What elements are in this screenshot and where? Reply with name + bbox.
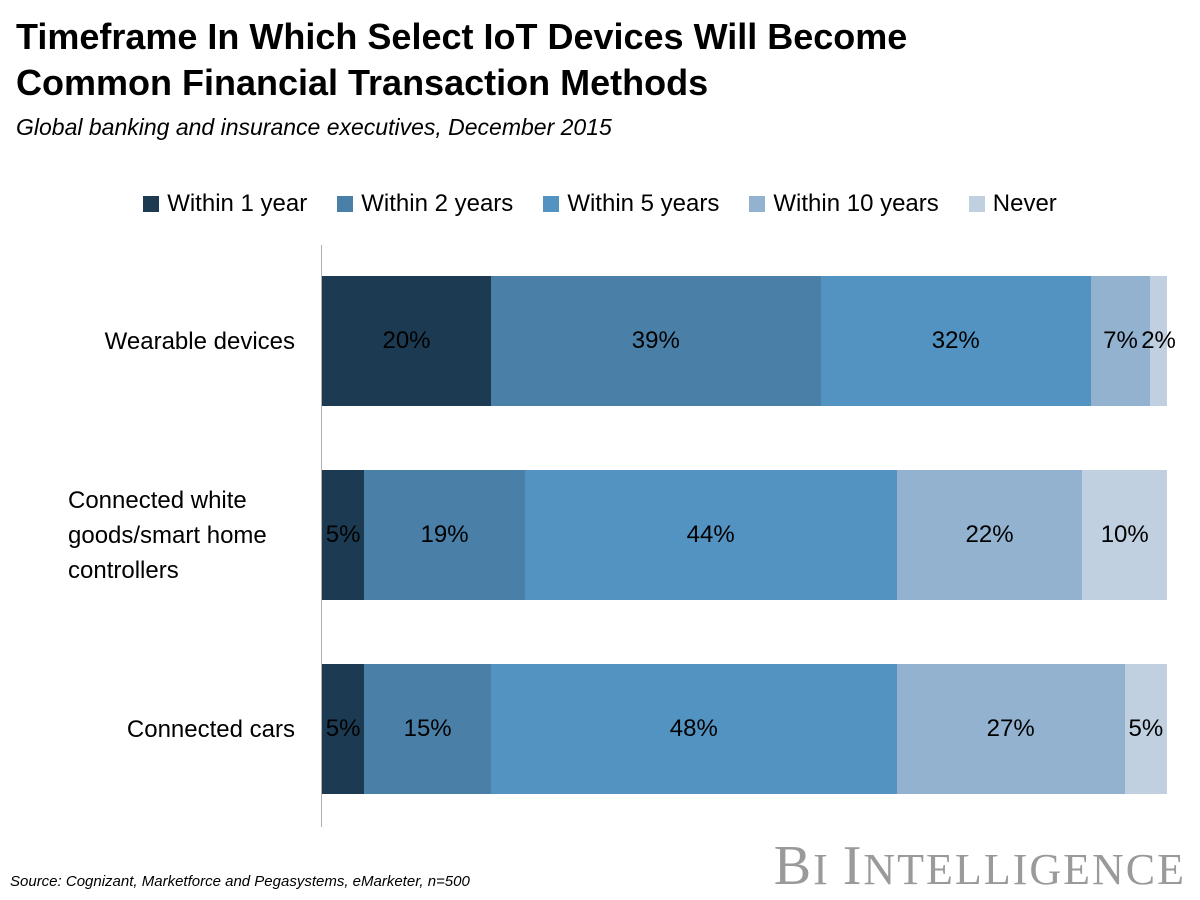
data-label: 2% [1141,327,1176,354]
data-label: 5% [325,715,361,742]
data-label: 5% [325,521,361,548]
data-label: 44% [686,521,735,548]
bar-segment: 5% [322,470,365,600]
legend-item: Within 2 years [337,190,513,218]
bar-segment: 7% [1090,276,1151,406]
legend-swatch [143,196,160,212]
data-label: 48% [669,715,718,742]
bar-segment: 44% [524,470,897,600]
legend-item: Within 5 years [543,190,719,218]
bar-segment: 10% [1082,470,1167,600]
category-axis-line [321,245,322,827]
bar-segment: 32% [820,276,1091,406]
source-note: Source: Cognizant, Marketforce and Pegas… [10,873,470,890]
legend-label: Within 5 years [567,190,720,217]
chart-title: Timeframe In Which Select IoT Devices Wi… [16,16,908,103]
data-label: 15% [403,715,452,742]
bar-segment: 19% [364,470,525,600]
bar-row: 5% 19% 44% 22% 10% [322,470,1167,600]
legend-label: Within 10 years [773,190,939,217]
legend-swatch [543,196,560,212]
legend: Within 1 year Within 2 years Within 5 year… [0,190,1200,218]
category-label: Wearable devices [104,327,295,355]
bar-segment: 48% [491,664,897,794]
legend-label: Never [992,190,1057,217]
legend-item: Within 10 years [749,190,939,218]
bar-segment: 22% [896,470,1083,600]
legend-label: Within 1 year [167,190,308,217]
bar-segment: 5% [322,664,365,794]
bar-row: 20% 39% 32% 7% 2% [322,276,1176,406]
data-label: 27% [986,715,1035,742]
bar-segment: 2% [1141,276,1176,406]
bar-row: 5% 15% 48% 27% 5% [322,664,1167,794]
chart-subtitle: Global banking and insurance executives,… [16,114,612,140]
legend-swatch [749,196,766,212]
category-label: Connected white goods/smart home controlle… [68,486,267,584]
bar-segment: 20% [322,276,491,406]
brand-logo: BI INTELLIGENCE [773,835,1186,897]
bar-segment: 5% [1124,664,1167,794]
data-label: 7% [1103,327,1138,354]
legend-item: Within 1 year [143,190,307,218]
category-label: Connected cars [126,715,295,743]
bar-segment: 39% [491,276,821,406]
data-label: 22% [965,521,1014,548]
legend-swatch [968,196,985,212]
data-label: 19% [420,521,469,548]
bar-segment: 15% [364,664,491,794]
data-label: 10% [1100,521,1149,548]
data-label: 32% [931,327,980,354]
legend-label: Within 2 years [361,190,514,217]
legend-swatch [337,196,354,212]
data-label: 39% [631,327,680,354]
data-label: 5% [1128,715,1164,742]
legend-item: Never [968,190,1057,218]
data-label: 20% [382,327,431,354]
bar-segment: 27% [896,664,1125,794]
